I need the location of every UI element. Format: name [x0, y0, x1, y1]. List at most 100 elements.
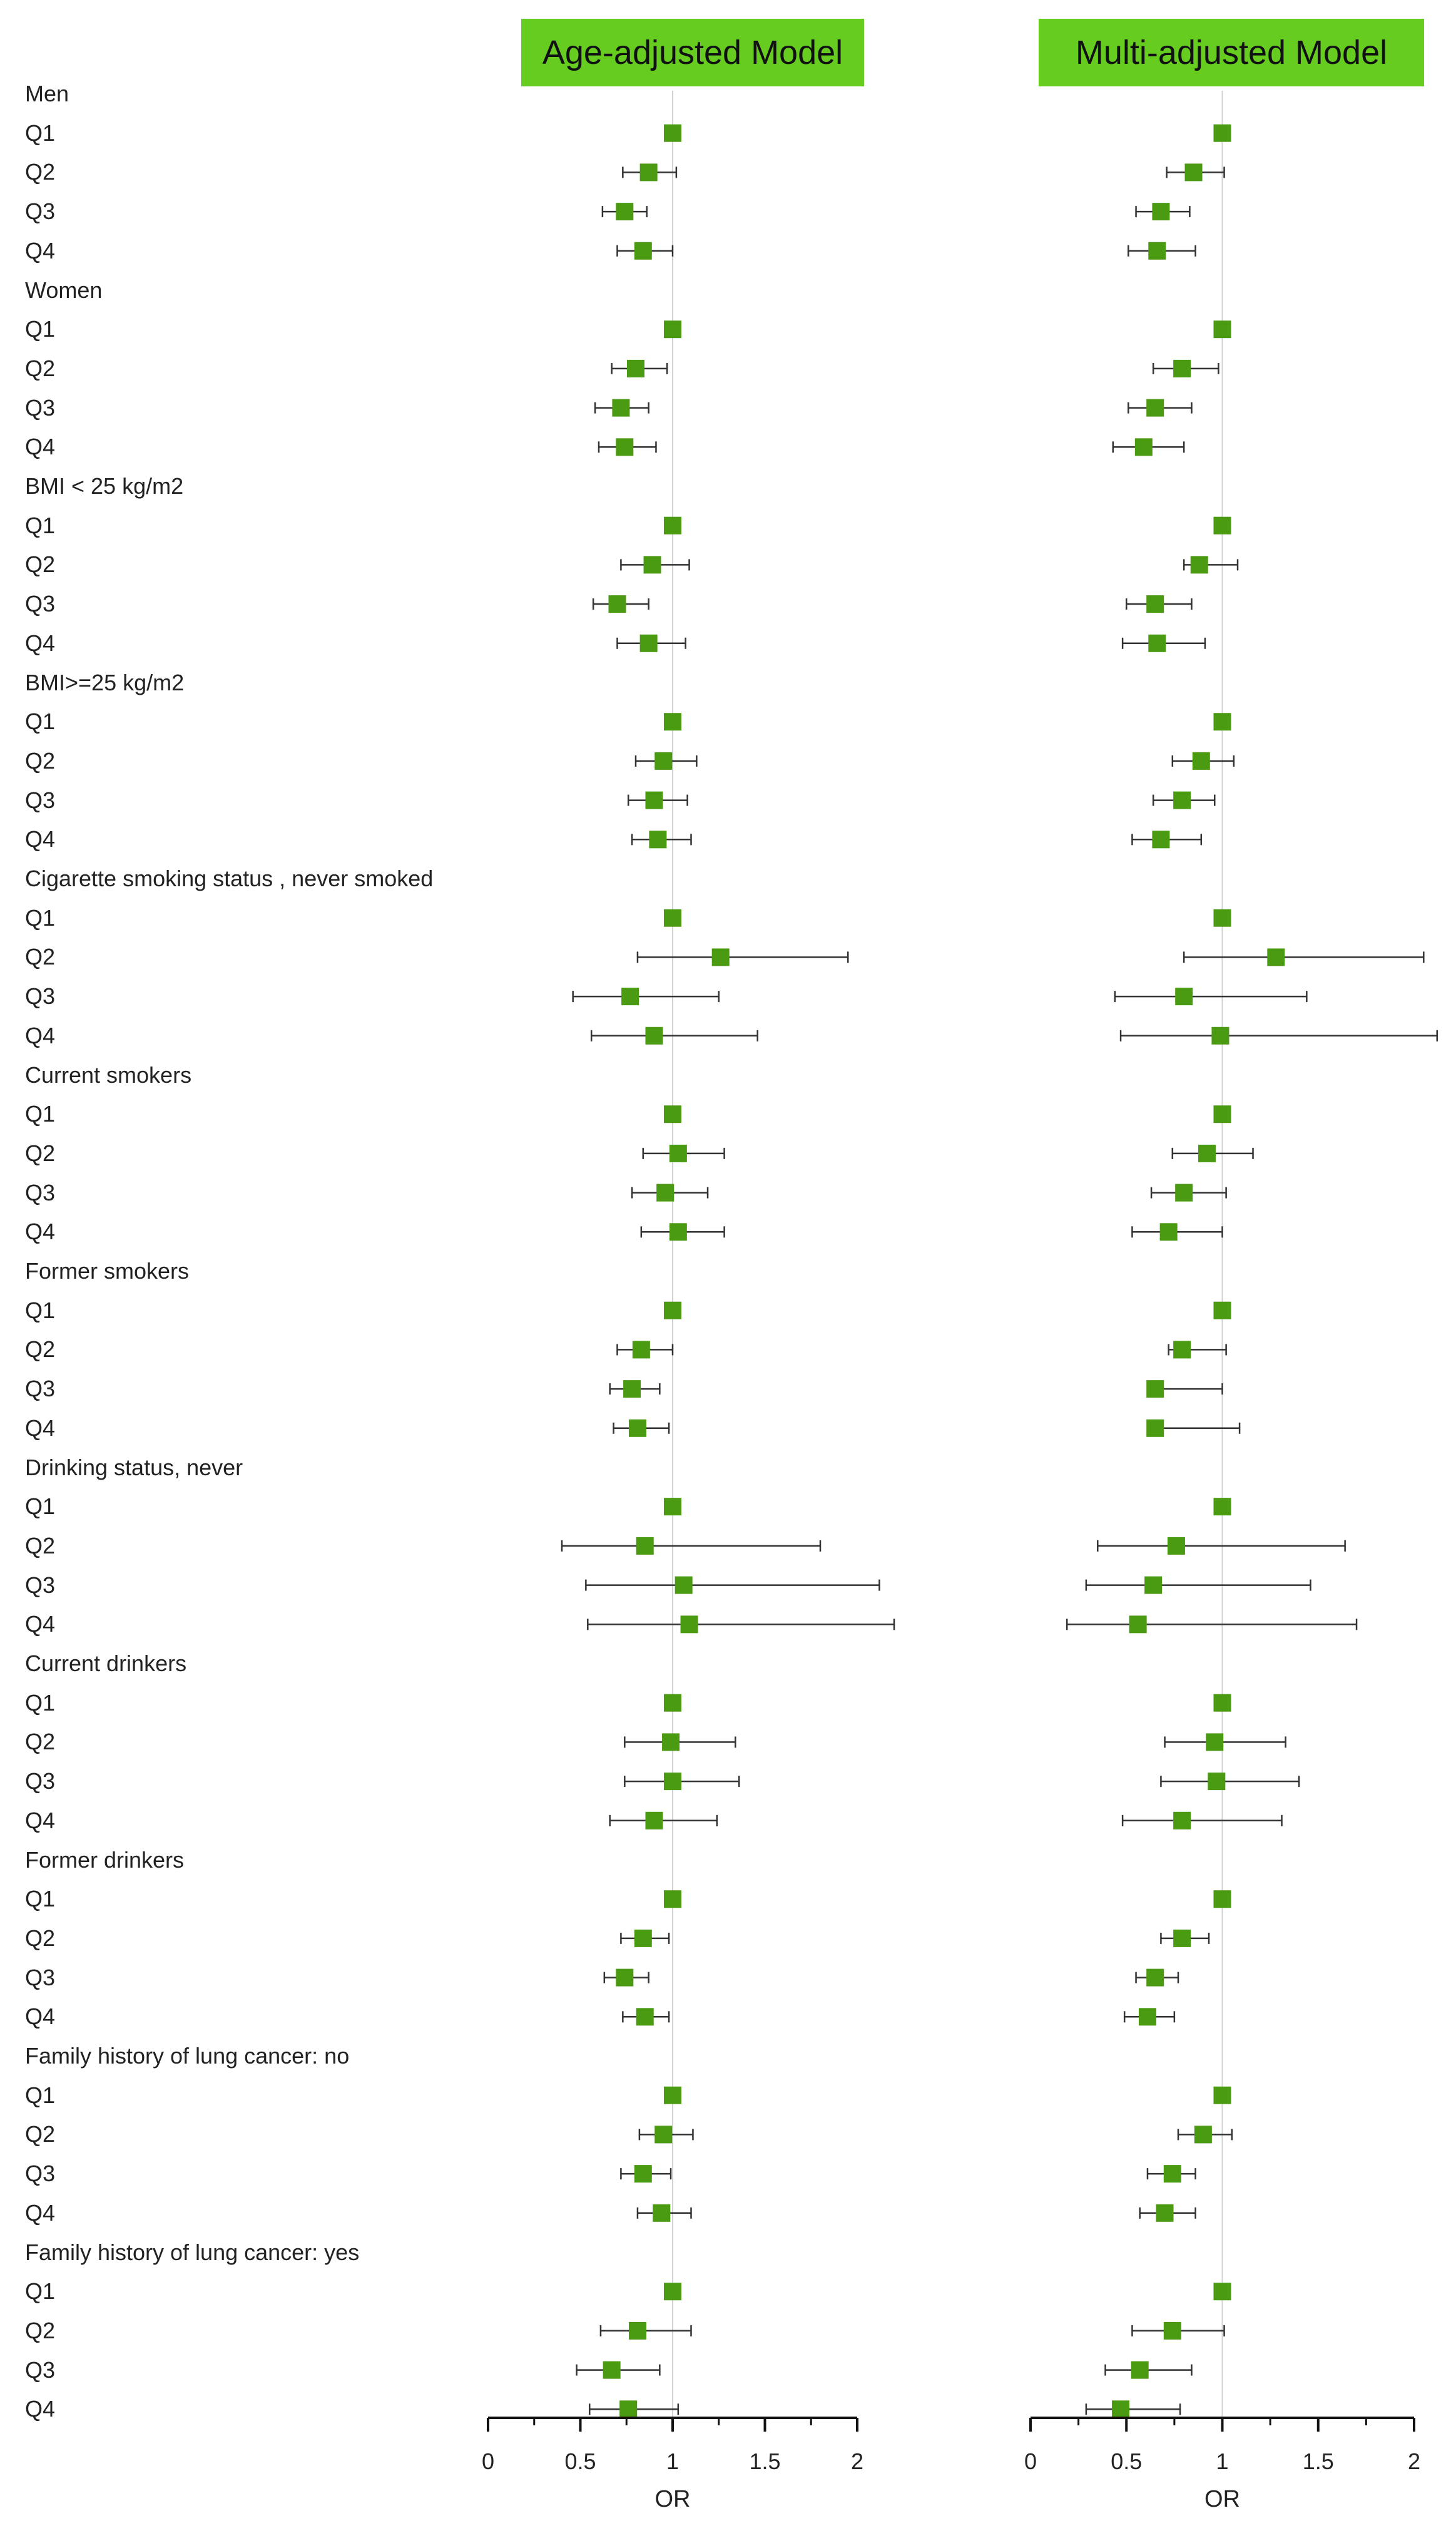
x-tick-label: 0: [1024, 2448, 1037, 2474]
or-marker: [1173, 1811, 1191, 1829]
quartile-label: Q4: [25, 1219, 56, 1245]
or-marker: [1213, 1105, 1231, 1123]
or-marker: [664, 2086, 681, 2104]
quartile-label: Q3: [25, 1768, 56, 1794]
or-marker: [636, 2008, 654, 2026]
or-marker: [639, 163, 658, 182]
quartile-label: Q4: [25, 1611, 56, 1637]
or-marker: [1213, 320, 1231, 339]
or-marker: [1213, 2086, 1231, 2104]
or-marker: [1175, 988, 1193, 1006]
or-marker: [664, 1301, 681, 1319]
group-label: Former drinkers: [25, 1846, 185, 1873]
or-marker: [1194, 2126, 1212, 2144]
group-label: BMI>=25 kg/m2: [25, 669, 185, 695]
quartile-label: Q2: [25, 747, 56, 774]
or-marker: [664, 320, 681, 339]
or-marker: [664, 909, 681, 927]
or-marker: [1213, 1498, 1231, 1516]
or-marker: [1173, 791, 1191, 809]
or-marker: [656, 1184, 675, 1202]
or-marker: [1173, 1341, 1191, 1359]
or-marker: [1213, 2283, 1231, 2301]
x-axis-label: OR: [1204, 2486, 1240, 2512]
or-marker: [634, 242, 652, 260]
or-marker: [1134, 438, 1153, 456]
or-marker: [623, 1380, 641, 1398]
quartile-label: Q3: [25, 1964, 56, 1990]
or-marker: [1190, 556, 1208, 574]
quartile-label: Q2: [25, 1532, 56, 1558]
or-marker: [680, 1615, 698, 1634]
or-marker: [1184, 163, 1203, 182]
quartile-label: Q2: [25, 1925, 56, 1951]
or-marker: [1146, 595, 1164, 613]
x-tick-label: 2: [1408, 2448, 1420, 2474]
or-marker: [664, 124, 681, 142]
or-marker: [612, 399, 630, 417]
or-marker: [1213, 1301, 1231, 1319]
or-marker: [1208, 1773, 1226, 1791]
group-label: BMI < 25 kg/m2: [25, 473, 184, 499]
or-marker: [634, 2165, 652, 2183]
or-marker: [1156, 2204, 1174, 2222]
x-tick-label: 0: [482, 2448, 494, 2474]
or-marker: [628, 2321, 646, 2340]
x-tick-label: 1.5: [749, 2448, 780, 2474]
or-marker: [634, 1929, 652, 1947]
quartile-label: Q2: [25, 2317, 56, 2343]
quartile-label: Q2: [25, 1336, 56, 1363]
group-label: Current drinkers: [25, 1650, 187, 1676]
or-marker: [628, 1419, 646, 1437]
x-tick-label: 0.5: [564, 2448, 596, 2474]
quartile-label: Q1: [25, 1297, 56, 1323]
or-marker: [1167, 1537, 1185, 1555]
group-label: Drinking status, never: [25, 1454, 243, 1480]
quartile-label: Q4: [25, 630, 56, 656]
quartile-label: Q4: [25, 2003, 56, 2030]
or-marker: [1146, 399, 1164, 417]
quartile-label: Q2: [25, 2121, 56, 2147]
group-label: Family history of lung cancer: no: [25, 2043, 350, 2069]
or-marker: [1146, 1380, 1164, 1398]
quartile-label: Q1: [25, 2278, 56, 2305]
or-marker: [653, 2204, 671, 2222]
quartile-label: Q4: [25, 1807, 56, 1833]
or-marker: [664, 2283, 681, 2301]
or-marker: [654, 752, 673, 770]
or-marker: [664, 1890, 681, 1908]
or-marker: [1163, 2165, 1181, 2183]
or-marker: [664, 713, 681, 731]
or-marker: [608, 595, 626, 613]
quartile-label: Q1: [25, 709, 56, 735]
or-marker: [1267, 948, 1285, 966]
quartile-label: Q1: [25, 1101, 56, 1127]
or-marker: [1213, 1890, 1231, 1908]
or-marker: [1198, 1144, 1216, 1162]
or-marker: [1211, 1026, 1229, 1045]
or-marker: [1148, 242, 1166, 260]
quartile-label: Q1: [25, 1886, 56, 1912]
quartile-label: Q1: [25, 316, 56, 342]
quartile-label: Q1: [25, 120, 56, 146]
or-marker: [603, 2361, 621, 2379]
or-marker: [711, 948, 730, 966]
or-marker: [639, 634, 658, 652]
quartile-label: Q3: [25, 198, 56, 225]
quartile-label: Q3: [25, 1179, 56, 1205]
or-marker: [1144, 1576, 1163, 1594]
quartile-label: Q4: [25, 1022, 56, 1048]
or-marker: [1131, 2361, 1149, 2379]
or-marker: [654, 2126, 673, 2144]
or-marker: [632, 1341, 650, 1359]
or-marker: [1213, 124, 1231, 142]
quartile-label: Q4: [25, 826, 56, 852]
quartile-label: Q2: [25, 1729, 56, 1755]
or-marker: [1206, 1733, 1224, 1751]
or-marker: [1152, 203, 1170, 221]
or-marker: [621, 988, 639, 1006]
x-tick-label: 2: [851, 2448, 863, 2474]
or-marker: [662, 1733, 680, 1751]
